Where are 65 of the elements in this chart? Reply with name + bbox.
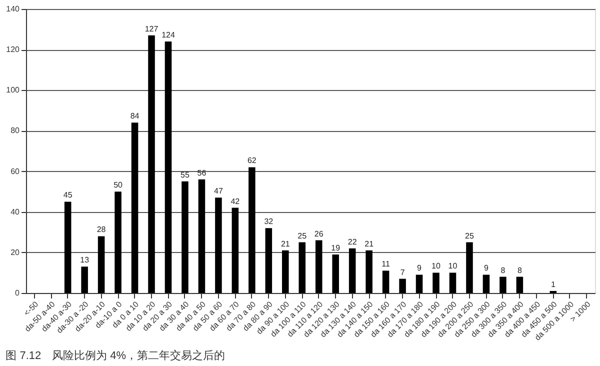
data-label: 25	[465, 231, 474, 240]
bar	[248, 167, 256, 293]
data-label: 13	[80, 256, 90, 265]
data-label: 84	[130, 112, 140, 121]
data-label: 19	[331, 243, 341, 252]
data-label: 32	[264, 217, 274, 226]
data-label: 21	[280, 239, 290, 248]
bar	[81, 266, 88, 293]
y-tick-label: 100	[6, 86, 20, 95]
data-label: 124	[162, 30, 176, 40]
data-label: 10	[448, 262, 458, 271]
data-label: 47	[214, 186, 224, 196]
data-label: 7	[400, 268, 406, 277]
bar	[114, 192, 122, 293]
y-tick-label: 80	[10, 126, 20, 136]
bar	[382, 270, 390, 293]
caption: 图 7.12 风险比例为 4%，第二年交易之后的	[6, 348, 226, 362]
y-tick-label: 60	[10, 166, 20, 176]
bar	[416, 274, 423, 293]
bar	[482, 274, 490, 293]
data-label: 21	[364, 239, 374, 248]
data-label: 8	[500, 266, 506, 275]
bar	[215, 198, 222, 293]
bar	[148, 35, 155, 293]
bar	[500, 276, 506, 293]
data-label: 11	[382, 260, 391, 269]
bar	[298, 242, 306, 293]
data-label: 9	[484, 264, 489, 273]
y-tick-label: 40	[10, 207, 20, 216]
data-label: 28	[96, 225, 106, 234]
bar	[64, 202, 72, 293]
bar	[282, 250, 289, 293]
bar	[348, 248, 356, 293]
bar	[366, 250, 372, 293]
bar	[164, 41, 172, 293]
y-tick-label: 0	[15, 288, 20, 298]
data-label: 55	[180, 170, 190, 180]
bar	[332, 254, 339, 293]
data-label: 42	[230, 196, 240, 206]
bar	[449, 272, 456, 293]
bar	[265, 228, 272, 293]
bar	[232, 208, 239, 293]
data-label: 62	[247, 156, 257, 166]
bar	[131, 122, 138, 293]
data-label: 127	[144, 24, 159, 34]
data-label: 45	[63, 190, 73, 200]
bar	[399, 278, 406, 293]
bar	[315, 240, 322, 293]
data-label: 9	[417, 264, 422, 273]
bar	[182, 181, 188, 293]
data-label: 8	[517, 266, 522, 275]
bar	[466, 242, 473, 293]
data-label: 1	[550, 280, 556, 289]
data-label: 26	[314, 229, 324, 238]
data-label: 25	[298, 231, 308, 240]
data-label: 10	[432, 262, 442, 271]
bar	[516, 276, 524, 293]
bar	[432, 272, 440, 293]
y-tick-label: 20	[10, 248, 20, 257]
data-label: 50	[114, 180, 124, 190]
y-tick-label: 140	[6, 4, 20, 14]
data-label: 22	[348, 237, 358, 246]
y-tick-label: 120	[6, 45, 20, 54]
bar	[98, 236, 105, 293]
bar	[198, 179, 206, 293]
